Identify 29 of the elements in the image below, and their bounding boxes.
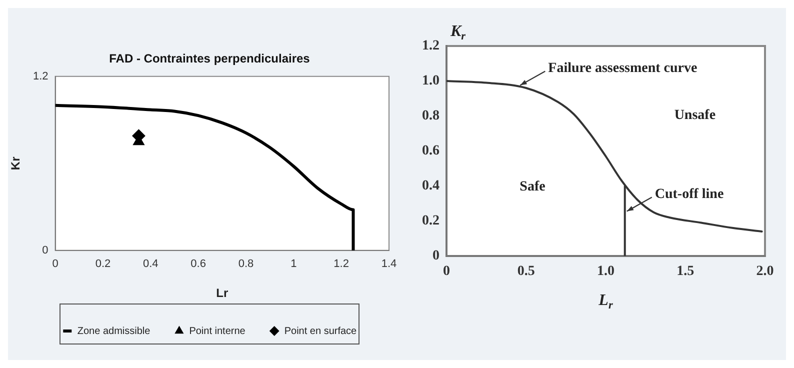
x-tick-label: 0.6 (190, 258, 206, 270)
x-tick-label: 1.2 (334, 258, 349, 270)
x-tick-label: 1.5 (676, 264, 694, 280)
y-tick-label: 0.6 (422, 144, 440, 159)
legend-label: Zone admissible (77, 326, 151, 337)
y-axis-title: Kr (8, 156, 22, 170)
y-tick-label: 0.4 (422, 178, 440, 194)
x-tick-label: 1.4 (381, 258, 397, 270)
y-tick-label: 0.2 (422, 214, 440, 229)
x-tick-label: 0 (443, 264, 450, 280)
x-tick-label: 0.2 (95, 258, 111, 270)
legend-label: Point interne (189, 326, 246, 337)
legend-label: Point en surface (284, 326, 358, 337)
x-tick-label: 0.4 (142, 258, 158, 270)
x-tick-label: 0.8 (238, 258, 254, 270)
annotation: Safe (520, 179, 546, 194)
x-axis-title: Lr (216, 286, 228, 300)
y-tick-label: 1.2 (422, 38, 440, 54)
annotation: Failure assessment curve (548, 60, 698, 76)
y-tick-label: 1.0 (422, 74, 440, 89)
chart-title: FAD - Contraintes perpendiculaires (109, 52, 310, 66)
annotation: Unsafe (674, 108, 716, 123)
x-tick-label: 0 (52, 258, 58, 270)
annotation: Cut-off line (654, 186, 724, 202)
x-tick-label: 2.0 (756, 264, 774, 280)
x-tick-label: 1 (290, 258, 297, 270)
x-tick-label: 1.0 (597, 264, 614, 280)
y-tick-label: 0.8 (422, 108, 440, 124)
x-tick-label: 0.5 (517, 264, 535, 280)
